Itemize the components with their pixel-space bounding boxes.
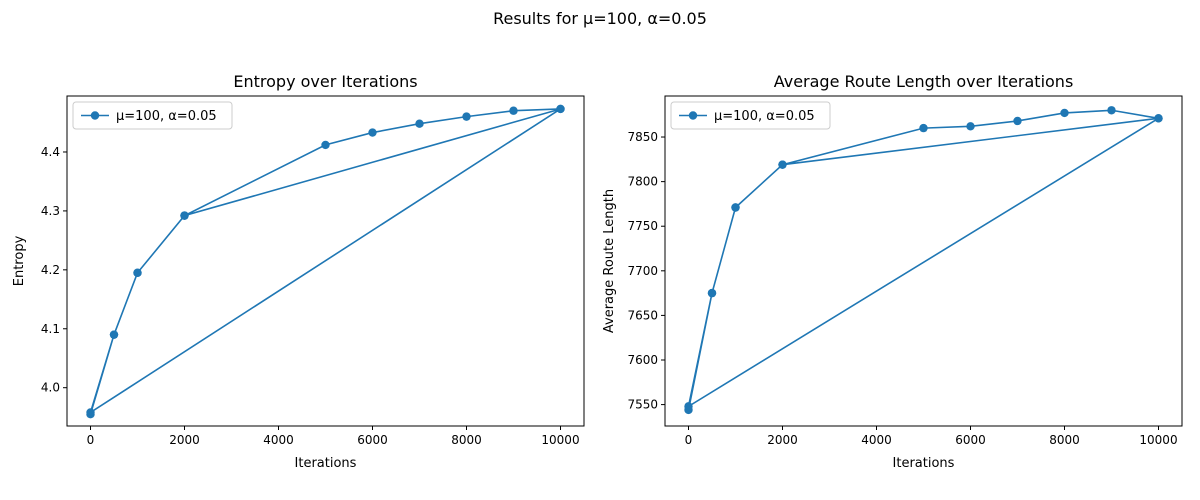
- chart-entropy: Entropy over Iterations 0 2000 4000 6000 8000…: [12, 72, 585, 471]
- legend: μ=100, α=0.05: [670, 101, 831, 130]
- data-point: [778, 160, 787, 169]
- data-point: [180, 211, 189, 220]
- x-tick-label: 0: [685, 433, 693, 447]
- plot-frame: [66, 95, 585, 427]
- x-tick-label: 2000: [169, 433, 200, 447]
- y-tick-label: 7850: [627, 130, 658, 144]
- y-tick-label: 4.2: [41, 263, 60, 277]
- legend-label: μ=100, α=0.05: [714, 109, 815, 124]
- legend-label: μ=100, α=0.05: [116, 109, 217, 124]
- data-point: [86, 408, 95, 417]
- data-point: [133, 268, 142, 277]
- data-point: [556, 104, 565, 114]
- data-point: [1060, 108, 1069, 118]
- y-tick-label: 7650: [627, 308, 658, 322]
- chart-title: Entropy over Iterations: [233, 72, 417, 91]
- data-point: [368, 128, 377, 137]
- legend-box: [72, 101, 233, 130]
- x-tick-label: 6000: [955, 433, 986, 447]
- data-point: [509, 106, 518, 115]
- y-axis-label: Entropy: [12, 235, 27, 286]
- data-point: [1013, 116, 1022, 126]
- data-point: [731, 203, 740, 212]
- x-tick-label: 8000: [1049, 433, 1080, 447]
- data-point: [321, 140, 330, 150]
- chart-title: Average Route Length over Iterations: [774, 72, 1074, 91]
- y-tick-label: 4.3: [41, 204, 60, 218]
- series-line: [687, 109, 1159, 411]
- series-line: [89, 108, 561, 415]
- data-point: [966, 122, 975, 131]
- data-point: [1154, 114, 1163, 123]
- y-tick-label: 4.1: [41, 322, 60, 336]
- plot-frame: [664, 95, 1183, 427]
- legend-marker: [688, 111, 698, 120]
- y-tick-label: 7600: [627, 353, 658, 367]
- y-tick-label: 7800: [627, 175, 658, 189]
- y-tick-label: 7550: [627, 398, 658, 412]
- figure-suptitle: Results for μ=100, α=0.05: [493, 9, 707, 28]
- y-tick-label: 4.0: [41, 381, 60, 395]
- x-tick-label: 10000: [541, 433, 579, 447]
- legend-marker: [90, 111, 100, 120]
- legend: μ=100, α=0.05: [72, 101, 233, 130]
- y-tick-label: 7700: [627, 264, 658, 278]
- data-point: [684, 402, 693, 411]
- data-point: [707, 288, 717, 298]
- x-tick-label: 10000: [1139, 433, 1177, 447]
- y-axis-label: Average Route Length: [602, 189, 617, 333]
- x-tick-label: 0: [87, 433, 95, 447]
- data-point: [462, 112, 471, 121]
- x-tick-label: 2000: [767, 433, 798, 447]
- data-point: [919, 123, 928, 133]
- x-tick-label: 8000: [451, 433, 482, 447]
- x-tick-label: 4000: [263, 433, 294, 447]
- x-tick-label: 6000: [357, 433, 388, 447]
- y-tick-label: 4.4: [41, 145, 60, 159]
- data-point: [109, 330, 119, 339]
- y-tick-label: 7750: [627, 219, 658, 233]
- x-tick-label: 4000: [861, 433, 892, 447]
- x-axis-label: Iterations: [295, 456, 357, 471]
- chart-avg-route-length: Average Route Length over Iterations 0 200…: [602, 72, 1183, 471]
- data-point: [415, 119, 424, 128]
- legend-box: [670, 101, 831, 130]
- x-axis-label: Iterations: [893, 456, 955, 471]
- data-point: [1107, 106, 1116, 115]
